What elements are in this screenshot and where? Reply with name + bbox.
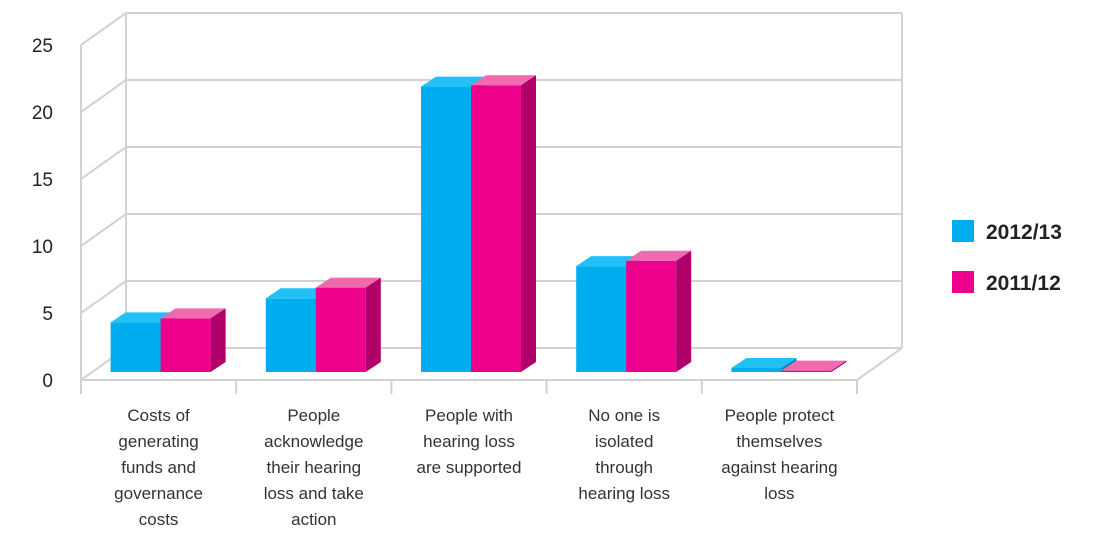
bar-side: [831, 360, 847, 372]
bar-top: [781, 360, 847, 371]
bar: [626, 250, 692, 372]
x-category-label: People with hearing loss are supported: [417, 406, 522, 477]
bar-side: [676, 250, 692, 372]
bar: [160, 308, 226, 372]
y-axis-tick-labels: 0 5 10 15 20 25: [32, 36, 53, 392]
y-tick-label: 15: [32, 170, 53, 191]
bar-top: [626, 250, 692, 261]
bar-front: [781, 370, 832, 372]
bar-front: [315, 287, 366, 372]
bar-top: [576, 256, 642, 267]
x-category-label: People protect themselves against hearing l…: [721, 406, 837, 503]
gridline-depth: [80, 146, 127, 180]
bar: [781, 360, 847, 372]
bar-top: [471, 75, 536, 86]
x-category-label: Costs of generating funds and governance cos…: [114, 406, 203, 529]
legend-swatch: [952, 271, 974, 293]
bar-top: [421, 76, 486, 87]
y-tick-label: 25: [32, 36, 53, 57]
bar-top: [160, 308, 226, 319]
bar-top: [731, 357, 797, 368]
bar-front: [576, 266, 627, 372]
y-tick-label: 5: [42, 304, 53, 325]
bar-top: [265, 288, 331, 299]
bar-front: [110, 322, 161, 372]
bar-front: [626, 260, 677, 372]
bar: [315, 277, 381, 372]
chart-legend: 2012/13 2011/12: [952, 220, 1062, 295]
gridline-depth: [80, 79, 127, 113]
x-axis-category-labels: Costs of generating funds and governance cos…: [114, 406, 837, 529]
bar-side: [210, 308, 226, 372]
legend-swatch: [952, 220, 974, 242]
y-tick-label: 10: [32, 237, 53, 258]
bar-top: [315, 277, 381, 288]
bar-front: [421, 86, 471, 372]
gridline-depth: [80, 280, 127, 314]
bar-front: [160, 318, 211, 372]
bar-top: [110, 312, 176, 323]
bar-front: [731, 367, 782, 372]
y-tick-label: 0: [42, 371, 53, 392]
bar-side: [365, 277, 381, 372]
x-category-label: No one is isolated through hearing loss: [578, 406, 670, 503]
legend-label: 2011/12: [986, 272, 1061, 295]
y-tick-label: 20: [32, 103, 53, 124]
floor-right-edge: [856, 347, 903, 381]
legend-label: 2012/13: [986, 221, 1062, 244]
bar-front: [471, 85, 521, 373]
x-category-label: People acknowledge their hearing loss and t…: [264, 406, 364, 529]
gridline-depth: [80, 213, 127, 247]
bar-side: [521, 75, 536, 373]
bar: [471, 75, 536, 373]
chart-bars: [110, 75, 847, 373]
bar-front: [265, 298, 316, 372]
gridline-depth: [80, 12, 127, 46]
